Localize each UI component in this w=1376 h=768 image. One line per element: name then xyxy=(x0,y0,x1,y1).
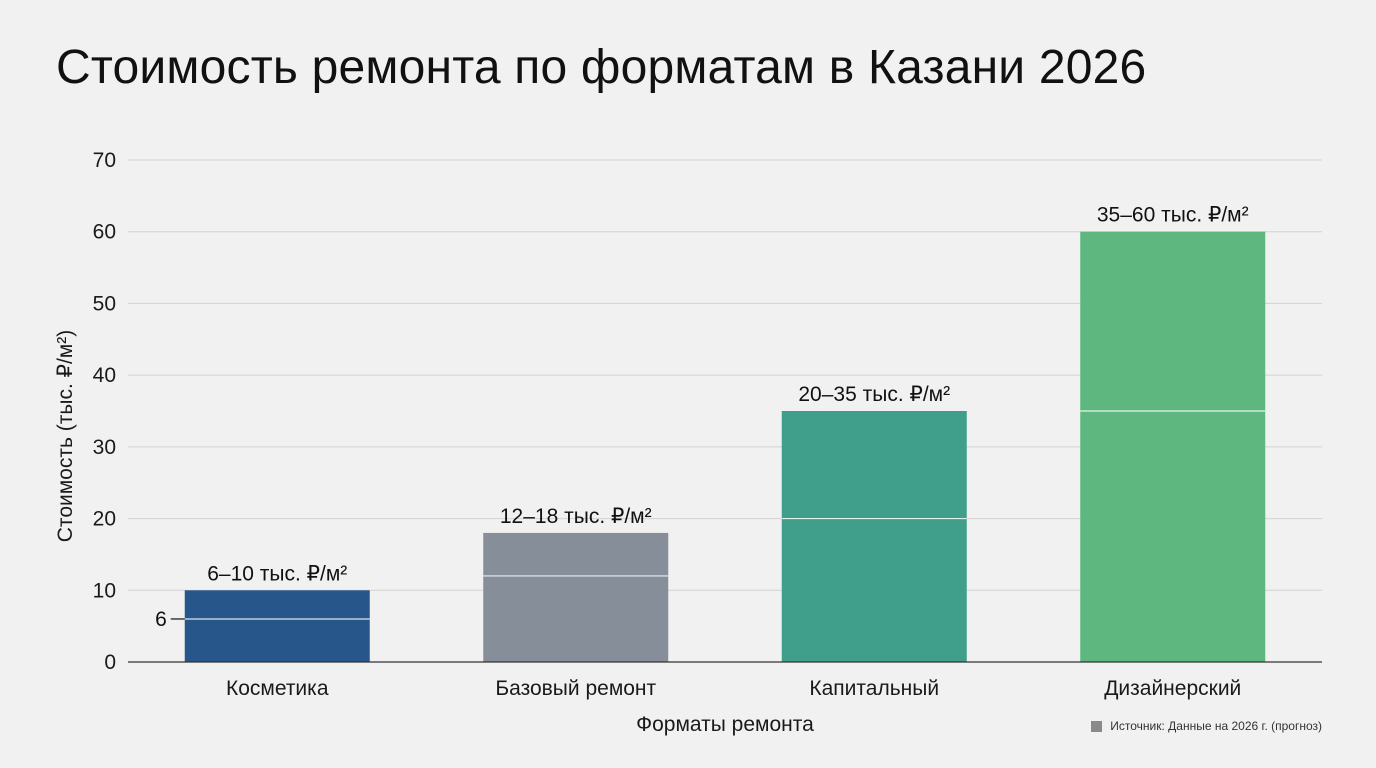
bar-2 xyxy=(483,532,669,662)
source-note: Источник: Данные на 2026 г. (прогноз) xyxy=(1091,719,1322,733)
y-tick-label: 30 xyxy=(93,436,116,459)
x-axis-categories: Косметика Базовый ремонт Капитальный Дизайн… xyxy=(226,677,1241,700)
bar-value-label: 6–10 тыс. ₽/м² xyxy=(207,562,347,585)
y-tick-label: 70 xyxy=(93,149,116,172)
category-label: Косметика xyxy=(226,677,329,700)
lower-bound-marker-label: 6 xyxy=(155,608,167,631)
source-text: Источник: Данные на 2026 г. (прогноз) xyxy=(1110,719,1322,733)
category-label: Дизайнерский xyxy=(1104,677,1241,700)
bar-4 xyxy=(1080,231,1266,662)
bar-3 xyxy=(781,411,967,662)
source-swatch xyxy=(1091,720,1103,732)
y-tick-label: 60 xyxy=(93,221,116,244)
bar-value-label: 12–18 тыс. ₽/м² xyxy=(500,505,652,528)
bar-value-label: 20–35 тыс. ₽/м² xyxy=(798,383,950,406)
y-axis-ticks: 0 10 20 30 40 50 60 70 xyxy=(93,149,116,674)
bars xyxy=(184,231,1266,662)
bar-1 xyxy=(184,590,370,662)
data-labels: 6–10 тыс. ₽/м² 6 12–18 тыс. ₽/м² 20–35 тыс.… xyxy=(155,204,1249,631)
y-tick-label: 20 xyxy=(93,508,116,531)
bar-value-label: 35–60 тыс. ₽/м² xyxy=(1097,204,1249,227)
y-axis-title: Стоимость (тыс. ₽/м²) xyxy=(54,330,77,542)
y-tick-label: 50 xyxy=(93,292,116,315)
y-tick-label: 40 xyxy=(93,364,116,387)
x-axis-title: Форматы ремонта xyxy=(636,713,814,736)
y-tick-label: 10 xyxy=(93,579,116,602)
category-label: Капитальный xyxy=(809,677,939,700)
category-label: Базовый ремонт xyxy=(495,677,656,700)
y-tick-label: 0 xyxy=(104,651,116,674)
chart-title: Стоимость ремонта по форматам в Казани 2… xyxy=(56,41,1147,94)
